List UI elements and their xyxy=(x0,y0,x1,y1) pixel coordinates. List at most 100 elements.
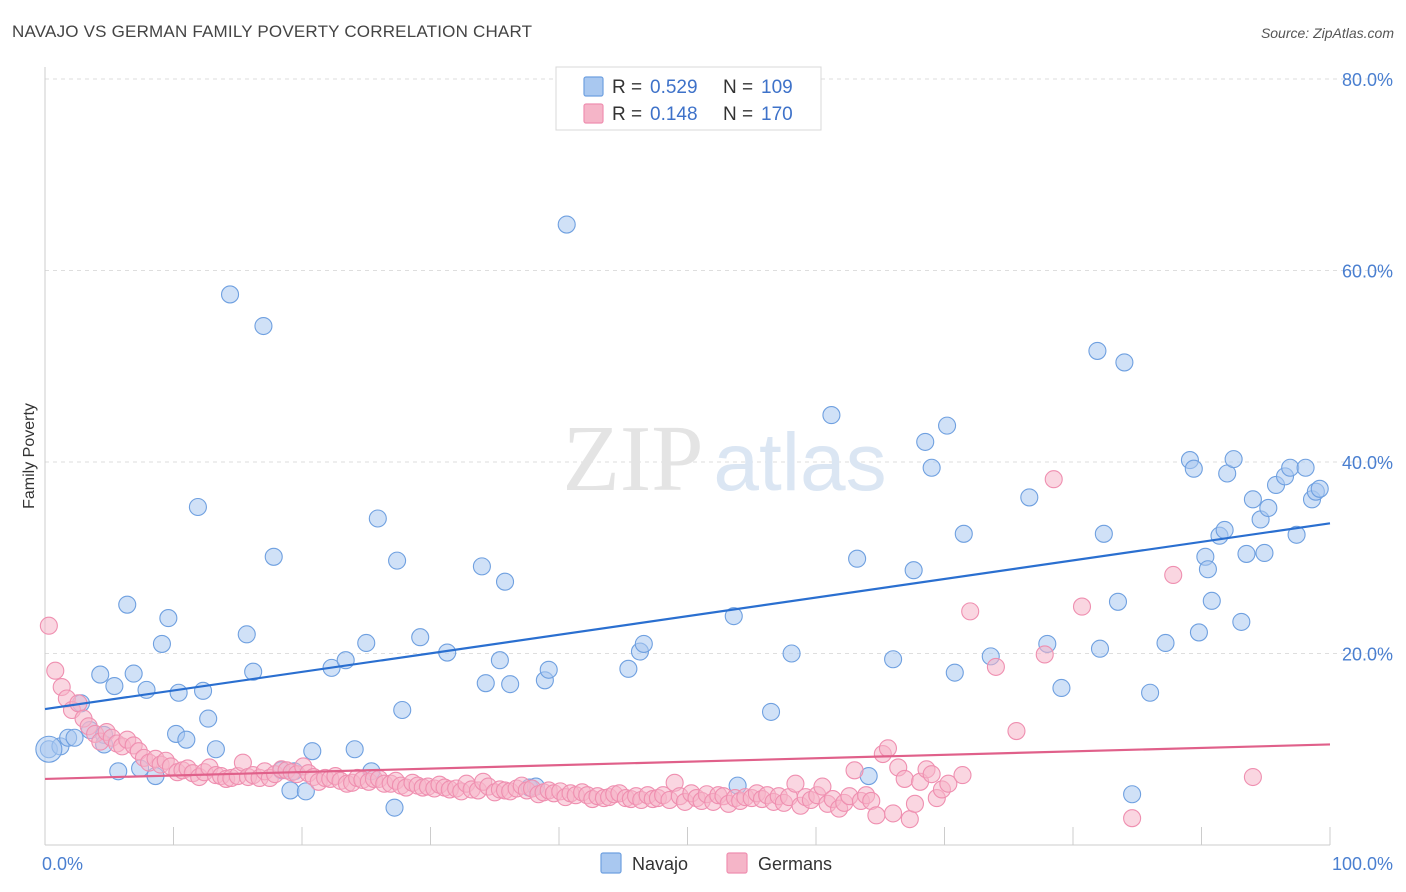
point-germans xyxy=(878,739,898,758)
x-tick-label-min: 0.0% xyxy=(42,854,83,874)
point-navajo xyxy=(539,660,558,679)
point-navajo xyxy=(357,633,376,653)
point-navajo xyxy=(1243,490,1262,509)
point-navajo xyxy=(1281,458,1300,477)
legend-swatch-navajo xyxy=(583,76,604,97)
y-tick-label: 80.0% xyxy=(1342,70,1393,90)
bottom-legend-label-navajo: Navajo xyxy=(632,854,688,874)
tick-labels: 20.0% 40.0% 60.0% 80.0% 0.0% 100.0% xyxy=(42,70,1393,874)
point-navajo xyxy=(1184,459,1203,478)
point-navajo xyxy=(848,549,867,568)
point-navajo xyxy=(1255,543,1274,563)
point-navajo xyxy=(199,709,218,728)
trend-line-navajo xyxy=(44,522,1331,711)
point-navajo xyxy=(411,628,430,647)
legend-box: R = 0.529 N = 109 R = 0.148 N = 170 xyxy=(555,66,822,131)
point-navajo xyxy=(501,675,520,694)
y-tick-label: 20.0% xyxy=(1342,645,1393,665)
point-navajo xyxy=(220,285,240,304)
point-navajo xyxy=(945,663,964,682)
point-navajo xyxy=(1094,524,1113,543)
point-navajo xyxy=(254,316,273,336)
point-germans xyxy=(905,794,924,813)
point-germans xyxy=(39,616,58,635)
point-navajo xyxy=(385,798,404,817)
point-navajo xyxy=(1052,678,1071,698)
point-germans xyxy=(1007,722,1026,741)
point-navajo xyxy=(1189,623,1208,642)
point-navajo xyxy=(188,497,207,517)
grid-lines xyxy=(45,78,1392,654)
point-navajo xyxy=(822,406,841,425)
point-navajo xyxy=(159,609,178,628)
point-germans xyxy=(953,766,972,785)
point-germans xyxy=(1123,809,1142,828)
point-navajo-large xyxy=(35,735,63,763)
point-germans xyxy=(786,774,805,793)
point-navajo xyxy=(1215,520,1234,540)
point-navajo xyxy=(1141,683,1160,702)
point-navajo xyxy=(393,700,412,720)
point-navajo xyxy=(264,547,283,566)
point-navajo xyxy=(782,644,801,663)
chart-title: NAVAJO VS GERMAN FAMILY POVERTY CORRELAT… xyxy=(12,22,533,41)
series-navajo xyxy=(39,215,1329,817)
point-navajo xyxy=(206,740,225,759)
point-germans xyxy=(961,602,980,621)
point-navajo xyxy=(1287,525,1306,544)
point-navajo xyxy=(1232,612,1251,631)
point-germans xyxy=(46,661,65,680)
point-navajo xyxy=(118,595,137,614)
legend-r-label-germans: R = xyxy=(612,104,642,125)
point-navajo xyxy=(1224,450,1243,469)
point-germans xyxy=(1243,767,1262,787)
point-navajo xyxy=(922,458,941,477)
legend-swatch-germans xyxy=(583,103,604,124)
point-navajo xyxy=(177,730,196,749)
legend-r-value-germans: 0.148 xyxy=(650,104,698,125)
point-navajo xyxy=(281,781,300,800)
legend-n-label-navajo: N = xyxy=(723,77,753,98)
y-tick-label: 60.0% xyxy=(1342,262,1393,282)
bottom-legend-swatch-germans xyxy=(726,852,748,874)
point-navajo xyxy=(495,572,515,591)
point-navajo xyxy=(490,651,509,670)
point-navajo xyxy=(884,650,903,669)
point-navajo xyxy=(345,740,364,759)
axes xyxy=(44,67,1331,846)
point-germans xyxy=(1072,597,1092,616)
point-navajo xyxy=(634,634,653,653)
point-navajo xyxy=(1090,639,1110,658)
watermark-zip: ZIP xyxy=(563,407,704,511)
point-germans xyxy=(867,806,886,825)
point-germans xyxy=(884,804,903,823)
point-navajo xyxy=(169,683,188,702)
point-germans xyxy=(900,810,919,829)
point-navajo xyxy=(904,561,923,580)
point-navajo xyxy=(1237,544,1256,563)
point-germans xyxy=(922,765,941,784)
point-navajo xyxy=(557,215,576,234)
bottom-legend-label-germans: Germans xyxy=(758,854,832,874)
trend-line-germans xyxy=(44,743,1331,781)
point-navajo xyxy=(368,509,387,528)
point-navajo xyxy=(244,662,263,681)
point-navajo xyxy=(91,665,110,684)
point-germans xyxy=(813,777,832,796)
point-germans xyxy=(1035,645,1054,664)
point-germans xyxy=(895,769,914,788)
legend-n-value-navajo: 109 xyxy=(761,77,793,98)
legend-r-label-navajo: R = xyxy=(612,77,642,98)
point-navajo xyxy=(1088,341,1107,360)
point-navajo xyxy=(619,659,638,678)
point-germans xyxy=(845,761,864,780)
point-navajo xyxy=(1259,498,1278,518)
point-navajo xyxy=(724,607,743,626)
point-navajo xyxy=(1108,592,1128,611)
point-germans xyxy=(986,657,1005,676)
point-navajo xyxy=(916,432,935,451)
legend-n-label-germans: N = xyxy=(723,104,753,125)
point-navajo xyxy=(1123,785,1142,804)
point-navajo xyxy=(109,762,128,781)
